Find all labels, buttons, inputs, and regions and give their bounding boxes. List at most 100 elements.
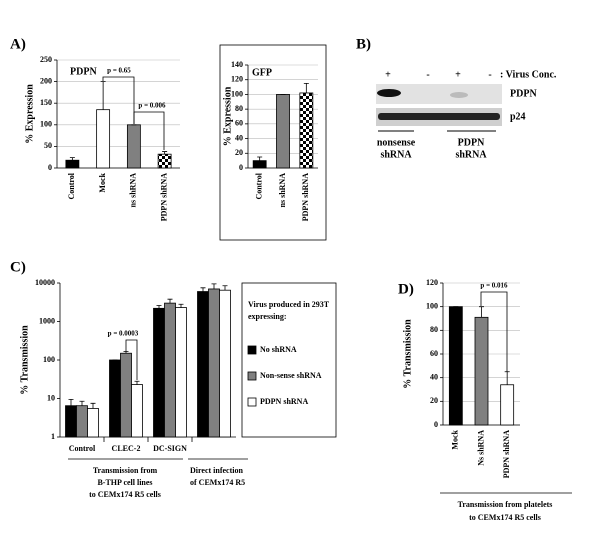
bar: [87, 408, 99, 438]
bar: [299, 92, 314, 169]
legend-label: PDPN shRNA: [260, 397, 308, 406]
bar: [164, 302, 176, 438]
legend-swatch: [247, 345, 257, 355]
legend-title: expressing:: [248, 312, 287, 321]
y-axis-label: % Expression: [222, 86, 233, 146]
y-tick-label: 120: [426, 278, 438, 287]
caption: to CEMx174 R5 cells: [469, 513, 541, 522]
x-tick-label: PDPN shRNA: [502, 430, 511, 478]
bar: [448, 306, 463, 426]
group-label: PDPN: [458, 137, 485, 148]
x-tick-label: Control: [67, 172, 76, 199]
x-tick-label: CLEC-2: [112, 444, 141, 453]
y-tick-label: 140: [231, 60, 243, 69]
bar: [219, 289, 231, 438]
band-label: p24: [510, 111, 526, 122]
x-tick-label: Mock: [98, 172, 107, 192]
y-tick-label: 0: [239, 163, 243, 172]
bar: [153, 307, 165, 438]
x-tick-label: ns shRNA: [129, 173, 138, 208]
legend-label: No shRNA: [260, 345, 297, 354]
error-bar: [69, 157, 75, 161]
legend-label: Non-sense shRNA: [260, 371, 322, 380]
y-tick-label: 100: [43, 355, 55, 364]
error-bar: [167, 298, 173, 304]
y-tick-label: 20: [235, 148, 243, 157]
chart-title: PDPN: [70, 66, 97, 77]
significance-bracket: [133, 111, 165, 150]
error-bar: [178, 303, 184, 308]
bar: [500, 384, 515, 426]
caption: Transmission from platelets: [458, 500, 553, 509]
y-tick-label: 120: [231, 75, 243, 84]
x-tick-label: Control: [254, 172, 263, 199]
error-bar: [200, 287, 206, 292]
legend-swatch: [247, 371, 257, 381]
bar: [157, 153, 172, 169]
error-bar: [257, 156, 263, 161]
significance-bracket: [125, 339, 138, 380]
y-tick-label: 1: [51, 432, 55, 441]
panel-label: D): [398, 281, 414, 297]
error-bar: [211, 283, 217, 289]
band-label: PDPN: [510, 88, 537, 99]
error-bar: [504, 371, 510, 385]
bar: [252, 160, 267, 169]
y-tick-label: 1000: [39, 316, 55, 325]
lane-label: +: [455, 69, 461, 80]
lanes-caption: : Virus Conc.: [500, 69, 557, 80]
panel-label: A): [10, 36, 26, 52]
lane-label: -: [488, 69, 491, 80]
error-bar: [79, 400, 85, 406]
y-tick-label: 50: [44, 141, 52, 150]
error-bar: [303, 82, 309, 93]
y-tick-label: 10000: [35, 278, 55, 287]
x-tick-label: PDPN shRNA: [301, 173, 310, 221]
error-bar: [90, 402, 96, 409]
bar: [65, 405, 77, 438]
bar: [126, 124, 141, 169]
group-label: shRNA: [380, 149, 412, 160]
significance-bracket: [480, 291, 508, 372]
y-tick-label: 100: [426, 301, 438, 310]
bar: [109, 359, 121, 438]
y-tick-label: 100: [231, 89, 243, 98]
chart-title: GFP: [252, 67, 272, 78]
group-caption: Direct infection: [190, 466, 243, 475]
error-bar: [134, 380, 140, 385]
y-axis-label: % Expression: [24, 84, 35, 144]
blot-band: [378, 113, 500, 120]
annotation: p = 0.006: [138, 102, 166, 110]
y-axis-label: % Transmission: [402, 319, 413, 389]
y-tick-label: 20: [430, 396, 438, 405]
lane-label: +: [385, 69, 391, 80]
y-tick-label: 100: [40, 120, 52, 129]
y-axis-label: % Transmission: [19, 325, 30, 395]
bar: [131, 384, 143, 438]
group-label: shRNA: [455, 149, 487, 160]
bar: [474, 316, 489, 426]
blot-strip: [376, 84, 502, 104]
bar: [197, 291, 209, 438]
western-blot: + - + - : Virus Conc. PDPN p24 nonsense …: [376, 69, 557, 160]
error-bar: [68, 398, 74, 406]
panel-frame: [219, 44, 327, 241]
y-tick-label: 60: [430, 349, 438, 358]
y-tick-label: 80: [235, 104, 243, 113]
lane-label: -: [426, 69, 429, 80]
group-caption: to CEMx174 R5 cells: [89, 490, 161, 499]
annotation: p = 0.0003: [108, 330, 139, 338]
group-caption: of CEMx174 R5: [190, 478, 245, 487]
bar: [175, 307, 187, 438]
y-tick-label: 80: [430, 325, 438, 334]
significance-bracket: [102, 76, 135, 124]
group-label: nonsense: [377, 137, 416, 148]
error-bar: [100, 81, 106, 110]
annotation: p = 0.016: [480, 282, 508, 290]
legend-swatch: [247, 397, 257, 407]
panel-label: B): [356, 36, 371, 52]
y-tick-label: 60: [235, 119, 243, 128]
annotation: p = 0.65: [107, 67, 131, 75]
legend-title: Virus produced in 293T: [248, 300, 330, 309]
